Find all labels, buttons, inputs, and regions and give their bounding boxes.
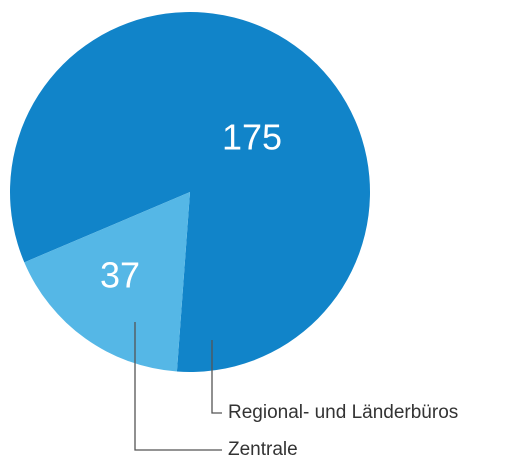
slice-label: 37 — [100, 255, 140, 296]
pie-slice — [24, 192, 190, 372]
leader-line — [211, 340, 222, 414]
leader-line — [134, 322, 222, 451]
legend-label: Zentrale — [228, 439, 298, 459]
pie-slice — [10, 12, 370, 372]
slice-label: 175 — [222, 117, 282, 158]
legend-label: Regional- und Länderbüros — [228, 402, 458, 423]
